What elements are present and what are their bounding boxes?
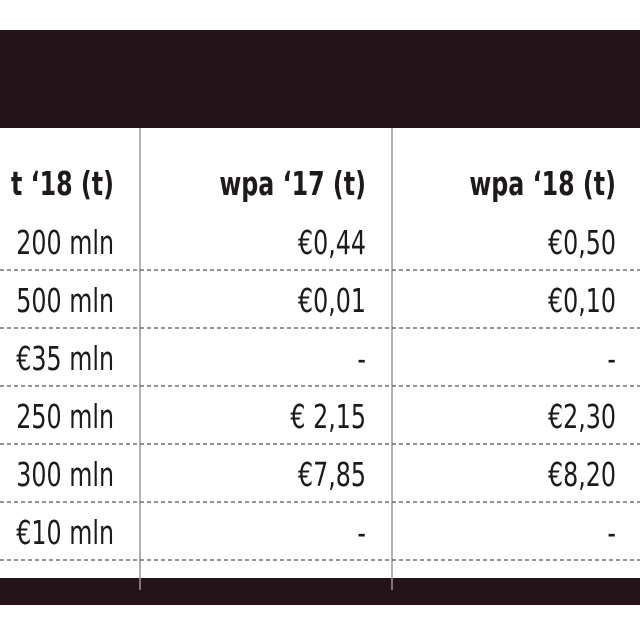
table-cell: €8,20: [548, 455, 616, 494]
table-cell-wrap: €35 mln: [16, 339, 114, 378]
table-cell-wrap: 200 mln: [16, 223, 114, 262]
table-cell: €10 mln: [16, 513, 114, 552]
table-cell: -: [357, 513, 366, 552]
table-cell: -: [357, 339, 366, 378]
table-cell-wrap: €0,50: [548, 223, 616, 262]
table-cell: 500 mln: [16, 281, 114, 320]
table-cell: 200 mln: [16, 223, 114, 262]
header-cell: wpa ‘18 (t): [469, 164, 616, 203]
table-cell: 250 mln: [16, 397, 114, 436]
table-cell: €7,85: [298, 455, 366, 494]
table-cell-wrap: 500 mln: [16, 281, 114, 320]
header-band: [0, 30, 640, 128]
table-cell-wrap: €0,10: [548, 281, 616, 320]
table-cell-wrap: -: [607, 513, 616, 552]
table-cell: 300 mln: [16, 455, 114, 494]
table-cell: €2,30: [548, 397, 616, 436]
table-cell-wrap: €8,20: [548, 455, 616, 494]
footer-band: [0, 578, 640, 605]
table-cell-wrap: € 2,15: [290, 397, 366, 436]
table-cell: €0,50: [548, 223, 616, 262]
table-cell-wrap: €0,44: [298, 223, 366, 262]
header-cell-wrap: t ‘18 (t): [11, 164, 114, 203]
table-cell-wrap: -: [357, 339, 366, 378]
table-cell-wrap: -: [357, 513, 366, 552]
header-cell: wpa ‘17 (t): [219, 164, 366, 203]
table-cell-wrap: 250 mln: [16, 397, 114, 436]
table-cell-wrap: €7,85: [298, 455, 366, 494]
table-cell-wrap: €0,01: [298, 281, 366, 320]
header-cell-wrap: wpa ‘18 (t): [469, 164, 616, 203]
table-cell: €0,44: [298, 223, 366, 262]
table-cell: -: [607, 339, 616, 378]
table-cell-wrap: 300 mln: [16, 455, 114, 494]
table-cell-wrap: €2,30: [548, 397, 616, 436]
table-cell: -: [607, 513, 616, 552]
table-cell-wrap: €10 mln: [16, 513, 114, 552]
table-cell-wrap: -: [607, 339, 616, 378]
header-cell-wrap: wpa ‘17 (t): [219, 164, 366, 203]
table-cell: €0,01: [298, 281, 366, 320]
header-cell: t ‘18 (t): [11, 164, 114, 203]
table-cell: €35 mln: [16, 339, 114, 378]
table-cell: € 2,15: [290, 397, 366, 436]
table-cell: €0,10: [548, 281, 616, 320]
